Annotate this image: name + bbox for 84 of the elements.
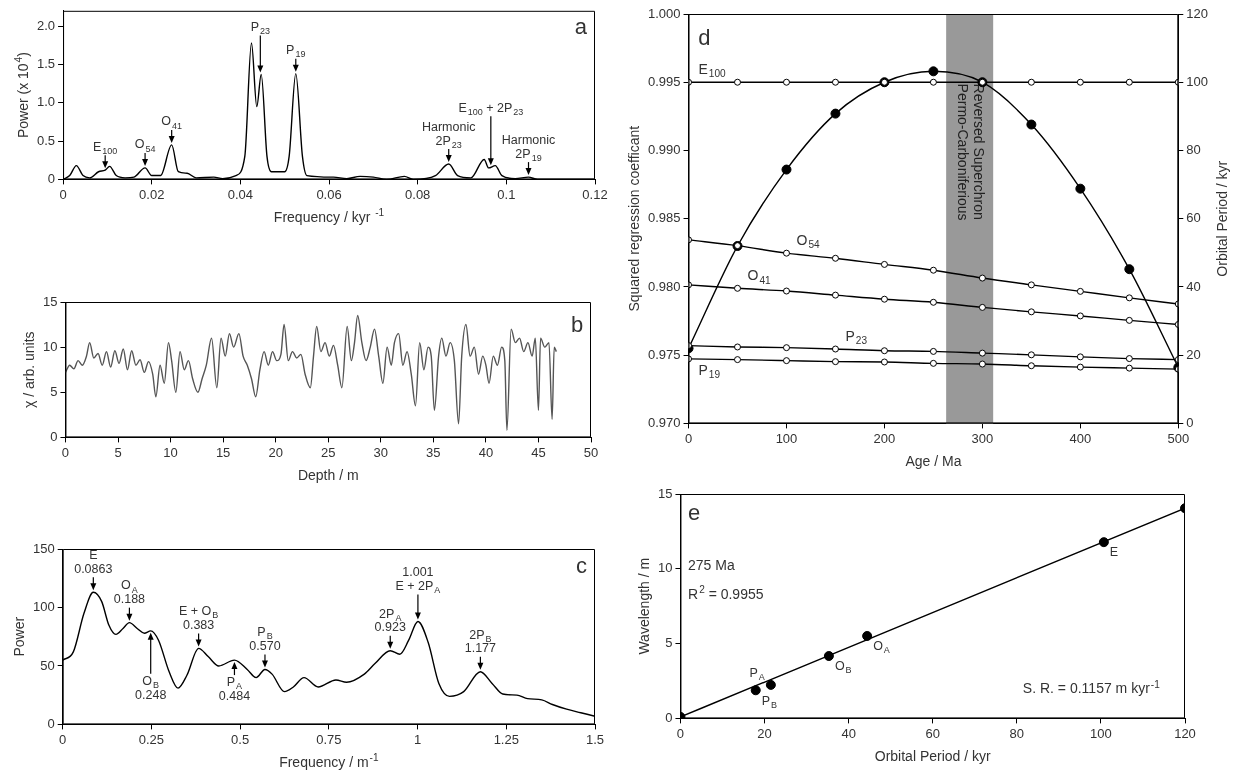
y-tick-label: 0.975: [647, 346, 681, 362]
annotation: e: [688, 500, 701, 526]
y-axis-title: χ / arb. units: [20, 331, 37, 408]
annotation: c: [576, 552, 588, 578]
y-tick-label: 0: [665, 709, 673, 725]
x-tick-label: 1: [413, 731, 422, 747]
x-tick-label: 30: [373, 444, 389, 460]
y-tick-label: 0: [47, 170, 56, 186]
annotation: a: [574, 13, 588, 39]
y-tick-label: 0.970: [647, 414, 681, 430]
x-tick-label: 0.25: [138, 731, 165, 747]
y-tick-label: 1.5: [36, 56, 56, 72]
y-tick-label: 100: [32, 599, 55, 615]
annotation: 275 Ma: [688, 556, 735, 573]
x-tick-label: 300: [971, 430, 994, 446]
y-axis-title: Power (x 104): [13, 52, 31, 139]
y-axis-title: Squared regression coefficant: [625, 125, 642, 312]
x-tick-label: 0.08: [405, 186, 431, 202]
x-tick-label: 1.5: [585, 731, 605, 747]
x-tick-label: 10: [163, 444, 178, 460]
x-tick-label: 25: [321, 444, 336, 460]
y-axis-title: Power: [10, 616, 27, 657]
x-tick-label: 15: [215, 444, 231, 460]
x-axis-title: Age / Ma: [905, 452, 962, 469]
x-tick-label: 400: [1069, 430, 1092, 446]
x-tick-label: 35: [426, 444, 441, 460]
y2-tick-label: 40: [1186, 278, 1201, 294]
y-tick-label: 15: [657, 485, 673, 501]
x-tick-label: 80: [1009, 725, 1025, 741]
y-tick-label: 0: [47, 715, 55, 731]
y-tick-label: 150: [32, 540, 55, 556]
y2-tick-label: 120: [1186, 5, 1209, 21]
x-tick-label: 0.12: [582, 186, 608, 202]
x-tick-label: 1.25: [493, 731, 519, 747]
y-tick-label: 5: [665, 635, 673, 651]
x-tick-label: 0.75: [316, 731, 342, 747]
x-tick-label: 100: [775, 430, 798, 446]
annotation: d: [698, 24, 711, 50]
annotation: E: [1109, 545, 1119, 560]
y-tick-label: 5: [50, 383, 58, 399]
x-tick-label: 0: [61, 444, 70, 460]
y-tick-label: 0.985: [647, 210, 681, 226]
x-tick-label: 5: [114, 444, 122, 460]
y-axis-title: Wavelength / m: [635, 557, 652, 655]
x-tick-label: 100: [1090, 725, 1112, 741]
x-tick-label: 20: [268, 444, 283, 460]
y2-tick-label: 100: [1186, 73, 1209, 89]
x-tick-label: 45: [531, 444, 546, 460]
y-tick-label: 50: [40, 657, 55, 673]
x-tick-label: 40: [478, 444, 494, 460]
y-tick-label: 15: [42, 293, 58, 309]
y-tick-label: 1.0: [36, 94, 56, 110]
x-tick-label: 120: [1174, 725, 1196, 741]
y-tick-label: 0.990: [647, 142, 681, 158]
x-tick-label: 60: [925, 725, 940, 741]
y-tick-label: 1.000: [647, 5, 681, 21]
x-tick-label: 0: [684, 430, 693, 446]
x-tick-label: 0.5: [231, 731, 250, 747]
y-tick-label: 10: [657, 560, 673, 576]
x-tick-label: 500: [1167, 430, 1190, 446]
x-tick-label: 40: [841, 725, 856, 741]
x-tick-label: 0.06: [316, 186, 342, 202]
x-tick-label: 20: [757, 725, 772, 741]
x-tick-label: 200: [873, 430, 896, 446]
y2-tick-label: 20: [1186, 346, 1201, 362]
x-axis-title: Orbital Period / kyr: [874, 747, 992, 764]
y-tick-label: 0.980: [647, 278, 681, 294]
y2-tick-label: 0: [1186, 414, 1194, 430]
x-axis-title: Frequency / kyr -1: [273, 207, 385, 225]
y-tick-label: 0.995: [647, 73, 681, 89]
annotation: b: [570, 312, 584, 338]
y-tick-label: 10: [42, 338, 58, 354]
annotation: E 0.0863: [74, 548, 113, 576]
x-tick-label: 0.04: [227, 186, 254, 202]
y2-axis-title: Orbital Period / kyr: [1213, 160, 1230, 277]
x-tick-label: 50: [583, 444, 599, 460]
y-tick-label: 0.5: [36, 132, 56, 148]
x-tick-label: 0.1: [497, 186, 516, 202]
y-tick-label: 2.0: [36, 17, 56, 33]
band-label: Permo-Carboniferious Reversed Superchron: [954, 83, 987, 221]
x-axis-title: Depth / m: [297, 466, 359, 483]
y2-tick-label: 60: [1186, 210, 1201, 226]
x-tick-label: 0.02: [139, 186, 165, 202]
y2-tick-label: 80: [1186, 142, 1201, 158]
